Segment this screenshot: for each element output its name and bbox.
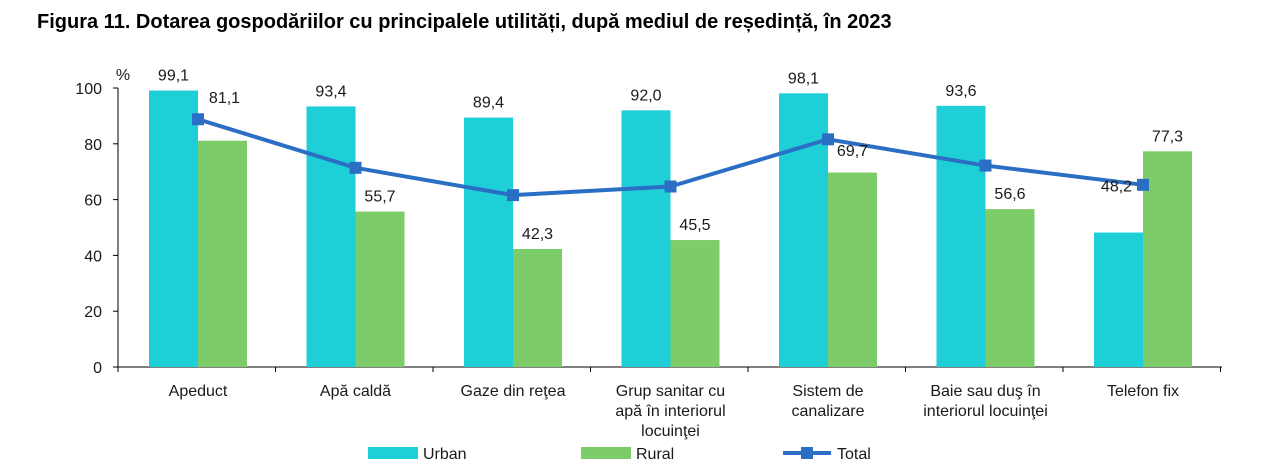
bar-rural bbox=[670, 240, 720, 367]
y-tick-label: 80 bbox=[84, 137, 102, 154]
y-tick-label: 60 bbox=[84, 193, 102, 210]
bar-urban bbox=[306, 106, 356, 367]
legend-item-urban: Urban bbox=[368, 446, 467, 463]
total-line-layer bbox=[192, 113, 1149, 202]
total-marker bbox=[979, 159, 992, 172]
bar-rural bbox=[1143, 151, 1192, 367]
bar-rural bbox=[513, 248, 562, 367]
data-label-urban: 99,1 bbox=[158, 68, 189, 85]
bar-urban bbox=[1094, 232, 1143, 367]
data-label-rural: 69,7 bbox=[837, 143, 868, 160]
total-marker bbox=[192, 113, 204, 126]
bar-urban bbox=[621, 110, 671, 367]
x-category-label: Gaze din reţea bbox=[461, 383, 566, 400]
bars-layer bbox=[149, 90, 1192, 368]
legend-item-total: Total bbox=[783, 446, 871, 463]
data-label-rural: 81,1 bbox=[209, 90, 240, 107]
total-marker bbox=[1137, 178, 1149, 191]
legend-swatch bbox=[581, 447, 631, 459]
y-tick-label: 0 bbox=[93, 360, 102, 377]
legend-label: Total bbox=[837, 446, 871, 463]
data-label-rural: 45,5 bbox=[679, 217, 710, 234]
bar-urban bbox=[779, 93, 828, 368]
total-marker bbox=[664, 180, 677, 193]
bar-urban bbox=[936, 105, 986, 367]
bar-urban bbox=[149, 90, 198, 368]
data-label-urban: 93,4 bbox=[315, 83, 346, 100]
axes: 0 20 40 60 80 100% Apeduct Apă caldă Gaze din re… bbox=[75, 67, 1222, 440]
x-category-label: interiorul locuinţei bbox=[923, 403, 1048, 420]
x-category-label: Telefon fix bbox=[1107, 383, 1179, 400]
data-label-urban: 48,2 bbox=[1101, 179, 1132, 196]
data-label-urban: 89,4 bbox=[473, 95, 504, 112]
bar-rural bbox=[355, 211, 405, 367]
data-label-rural: 77,3 bbox=[1152, 128, 1183, 145]
bar-rural bbox=[198, 140, 247, 367]
data-label-rural: 56,6 bbox=[994, 186, 1025, 203]
x-category-label: apă în interiorul bbox=[615, 403, 725, 420]
total-marker bbox=[507, 189, 519, 202]
x-category-label: locuinţei bbox=[641, 423, 700, 440]
x-category-label: Apeduct bbox=[169, 383, 228, 400]
x-category-label: Baie sau duş în bbox=[930, 383, 1040, 400]
y-unit-label: % bbox=[116, 67, 130, 84]
data-label-rural: 42,3 bbox=[522, 226, 553, 243]
x-category-label: Sistem de bbox=[792, 383, 863, 400]
total-marker bbox=[349, 161, 362, 174]
legend-label: Urban bbox=[423, 446, 467, 463]
total-marker bbox=[822, 133, 834, 146]
data-label-urban: 93,6 bbox=[945, 83, 976, 100]
y-tick-label: 40 bbox=[84, 248, 102, 265]
x-category-label: Grup sanitar cu bbox=[616, 383, 725, 400]
bar-rural bbox=[985, 209, 1035, 367]
data-label-urban: 98,1 bbox=[788, 70, 819, 87]
legend-item-rural: Rural bbox=[581, 446, 674, 463]
legend-label: Rural bbox=[636, 446, 674, 463]
chart-title: Figura 11. Dotarea gospodăriilor cu prin… bbox=[37, 11, 892, 33]
bar-urban bbox=[464, 117, 513, 367]
x-category-label: Apă caldă bbox=[320, 383, 391, 400]
y-tick-label: 20 bbox=[84, 304, 102, 321]
legend-swatch bbox=[368, 447, 418, 459]
bar-rural bbox=[828, 172, 877, 367]
data-label-urban: 92,0 bbox=[630, 87, 661, 104]
y-tick-label: 100 bbox=[75, 81, 102, 98]
data-labels-layer: 99,1 81,1 93,4 55,7 89,4 42,3 92,0 45,5 98,1 69,7… bbox=[158, 68, 1183, 243]
data-label-rural: 55,7 bbox=[364, 189, 395, 206]
legend-swatch-marker bbox=[801, 447, 813, 459]
x-category-label: canalizare bbox=[792, 403, 865, 420]
legend: Urban Rural Total bbox=[368, 446, 871, 463]
